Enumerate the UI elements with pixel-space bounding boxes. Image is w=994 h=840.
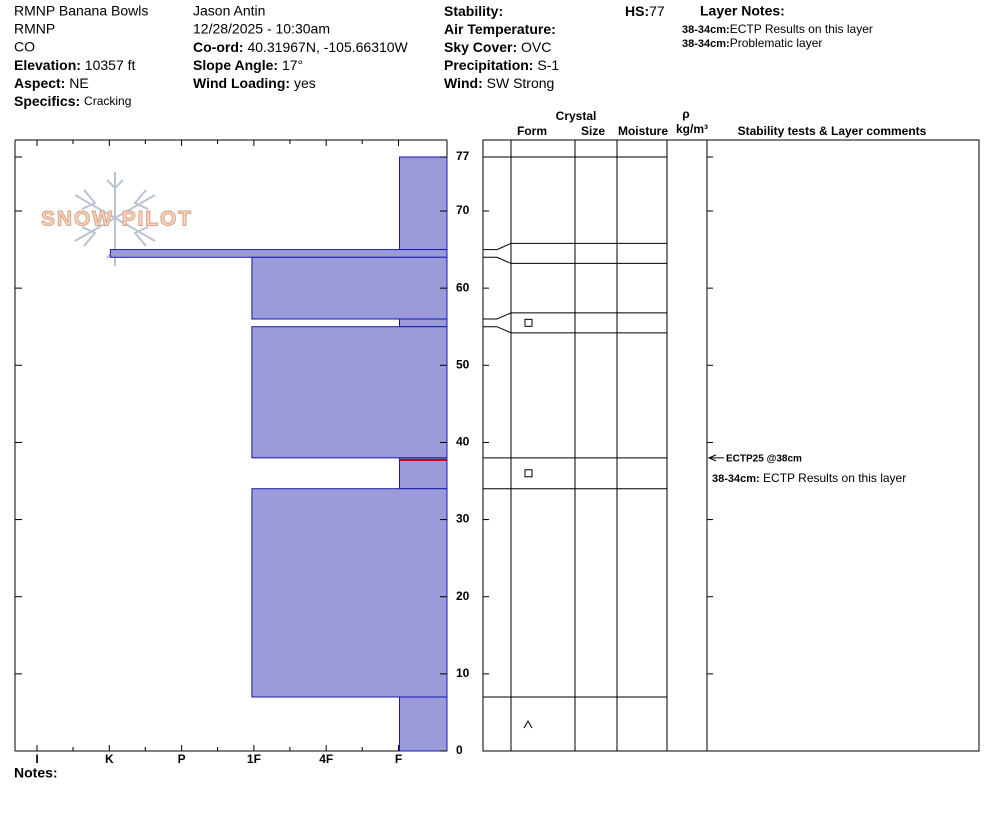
grain-form — [524, 469, 533, 478]
layer-comment: 38-34cm: ECTP Results on this layer — [712, 471, 906, 485]
stability-test-label: ECTP25 @38cm — [726, 453, 802, 464]
x-tick-label: F — [395, 752, 402, 766]
field-label: Wind: — [444, 75, 483, 91]
column-header: kg/m³ — [676, 122, 708, 136]
field-label: Aspect: — [14, 75, 65, 91]
layer-note-text: ECTP Results on this layer — [730, 22, 873, 36]
field-label: Specifics: — [14, 93, 80, 109]
hardness-bar — [251, 488, 448, 698]
hardness-bar — [109, 249, 448, 258]
column-header: ρ — [682, 107, 689, 121]
field-label: Slope Angle: — [193, 57, 278, 73]
header-field: Slope Angle: 17° — [193, 57, 303, 73]
field-value: S-1 — [537, 57, 559, 73]
field-value: 10357 ft — [85, 57, 136, 73]
hs-label: HS: — [625, 3, 649, 19]
header-field: Air Temperature: — [444, 21, 556, 37]
column-header: Stability tests & Layer comments — [738, 124, 927, 138]
field-label: Sky Cover: — [444, 39, 517, 55]
field-label: Stability: — [444, 3, 503, 19]
hardness-bar — [399, 696, 448, 752]
y-tick-label: 70 — [456, 203, 470, 217]
layer-notes-title: Layer Notes: — [700, 3, 785, 19]
logo — [74, 172, 156, 266]
x-tick-label: I — [35, 752, 38, 766]
column-header: Crystal — [556, 109, 597, 123]
layer-note-depth: 38-34cm: — [682, 38, 730, 50]
y-tick-label: 60 — [456, 280, 470, 294]
column-header: Moisture — [618, 124, 668, 138]
hardness-bar — [251, 256, 448, 320]
field-label: Air Temperature: — [444, 21, 556, 37]
layer-boundary — [483, 312, 667, 320]
y-tick-label: 30 — [456, 512, 470, 526]
header-field: Wind Loading: yes — [193, 75, 316, 91]
field-value: 17° — [282, 57, 303, 73]
y-tick-label: 40 — [456, 435, 470, 449]
field-value: OVC — [521, 39, 551, 55]
field-label: Wind Loading: — [193, 75, 290, 91]
field-label: Precipitation: — [444, 57, 533, 73]
x-tick-label: P — [178, 752, 186, 766]
column-header: Size — [581, 124, 605, 138]
hs-value: 77 — [649, 3, 665, 19]
y-tick-label: 77 — [456, 149, 470, 163]
header-text: 12/28/2025 - 10:30am — [193, 21, 330, 37]
hardness-bar — [251, 326, 448, 459]
y-tick-label: 10 — [456, 666, 470, 680]
layer-comment-text: ECTP Results on this layer — [763, 471, 906, 485]
column-header: Form — [517, 124, 547, 138]
layer-boundary — [483, 256, 667, 264]
layer-note-text: Problematic layer — [730, 36, 823, 50]
layer-comment-depth: 38-34cm: — [712, 473, 760, 485]
x-tick-label: 4F — [319, 752, 333, 766]
y-tick-label: 50 — [456, 357, 470, 371]
logo-text: SNOW PILOT — [41, 208, 191, 231]
field-label: Co-ord: — [193, 39, 244, 55]
y-tick-label: 20 — [456, 589, 470, 603]
stability-arrow-head — [707, 454, 717, 462]
header-text: CO — [14, 39, 35, 55]
header-text: Jason Antin — [193, 3, 265, 19]
layer-note: 38-34cm:Problematic layer — [682, 36, 822, 50]
x-tick-label: K — [105, 752, 114, 766]
hardness-bar — [399, 156, 448, 251]
grain-form — [523, 719, 533, 729]
notes-label: Notes: — [14, 765, 58, 781]
layer-table — [482, 139, 980, 752]
x-tick-label: 1F — [247, 752, 261, 766]
header-text: RMNP — [14, 21, 55, 37]
header-field: Precipitation: S-1 — [444, 57, 559, 73]
header-field: Co-ord: 40.31967N, -105.66310W — [193, 39, 409, 55]
layer-boundary — [483, 242, 667, 251]
header-field: Elevation: 10357 ft — [14, 57, 136, 73]
hardness-bar — [399, 457, 448, 490]
hardness-bar — [399, 318, 448, 328]
header-field: Specifics: Cracking — [14, 93, 131, 109]
layer-note: 38-34cm:ECTP Results on this layer — [682, 22, 873, 36]
hs: HS:77 — [625, 3, 665, 19]
y-tick-label: 0 — [456, 743, 463, 757]
header-text: RMNP Banana Bowls — [14, 3, 148, 19]
field-value: Cracking — [84, 94, 131, 108]
field-value: NE — [69, 75, 88, 91]
header-field: Stability: — [444, 3, 503, 19]
field-value: yes — [294, 75, 316, 91]
header-field: Sky Cover: OVC — [444, 39, 551, 55]
field-value: 40.31967N, -105.66310W — [247, 39, 408, 55]
field-label: Elevation: — [14, 57, 81, 73]
layer-boundary — [483, 326, 667, 334]
header-field: Wind: SW Strong — [444, 75, 554, 91]
header-field: Aspect: NE — [14, 75, 89, 91]
grain-form — [524, 318, 533, 327]
field-value: SW Strong — [487, 75, 555, 91]
layer-note-depth: 38-34cm: — [682, 24, 730, 36]
